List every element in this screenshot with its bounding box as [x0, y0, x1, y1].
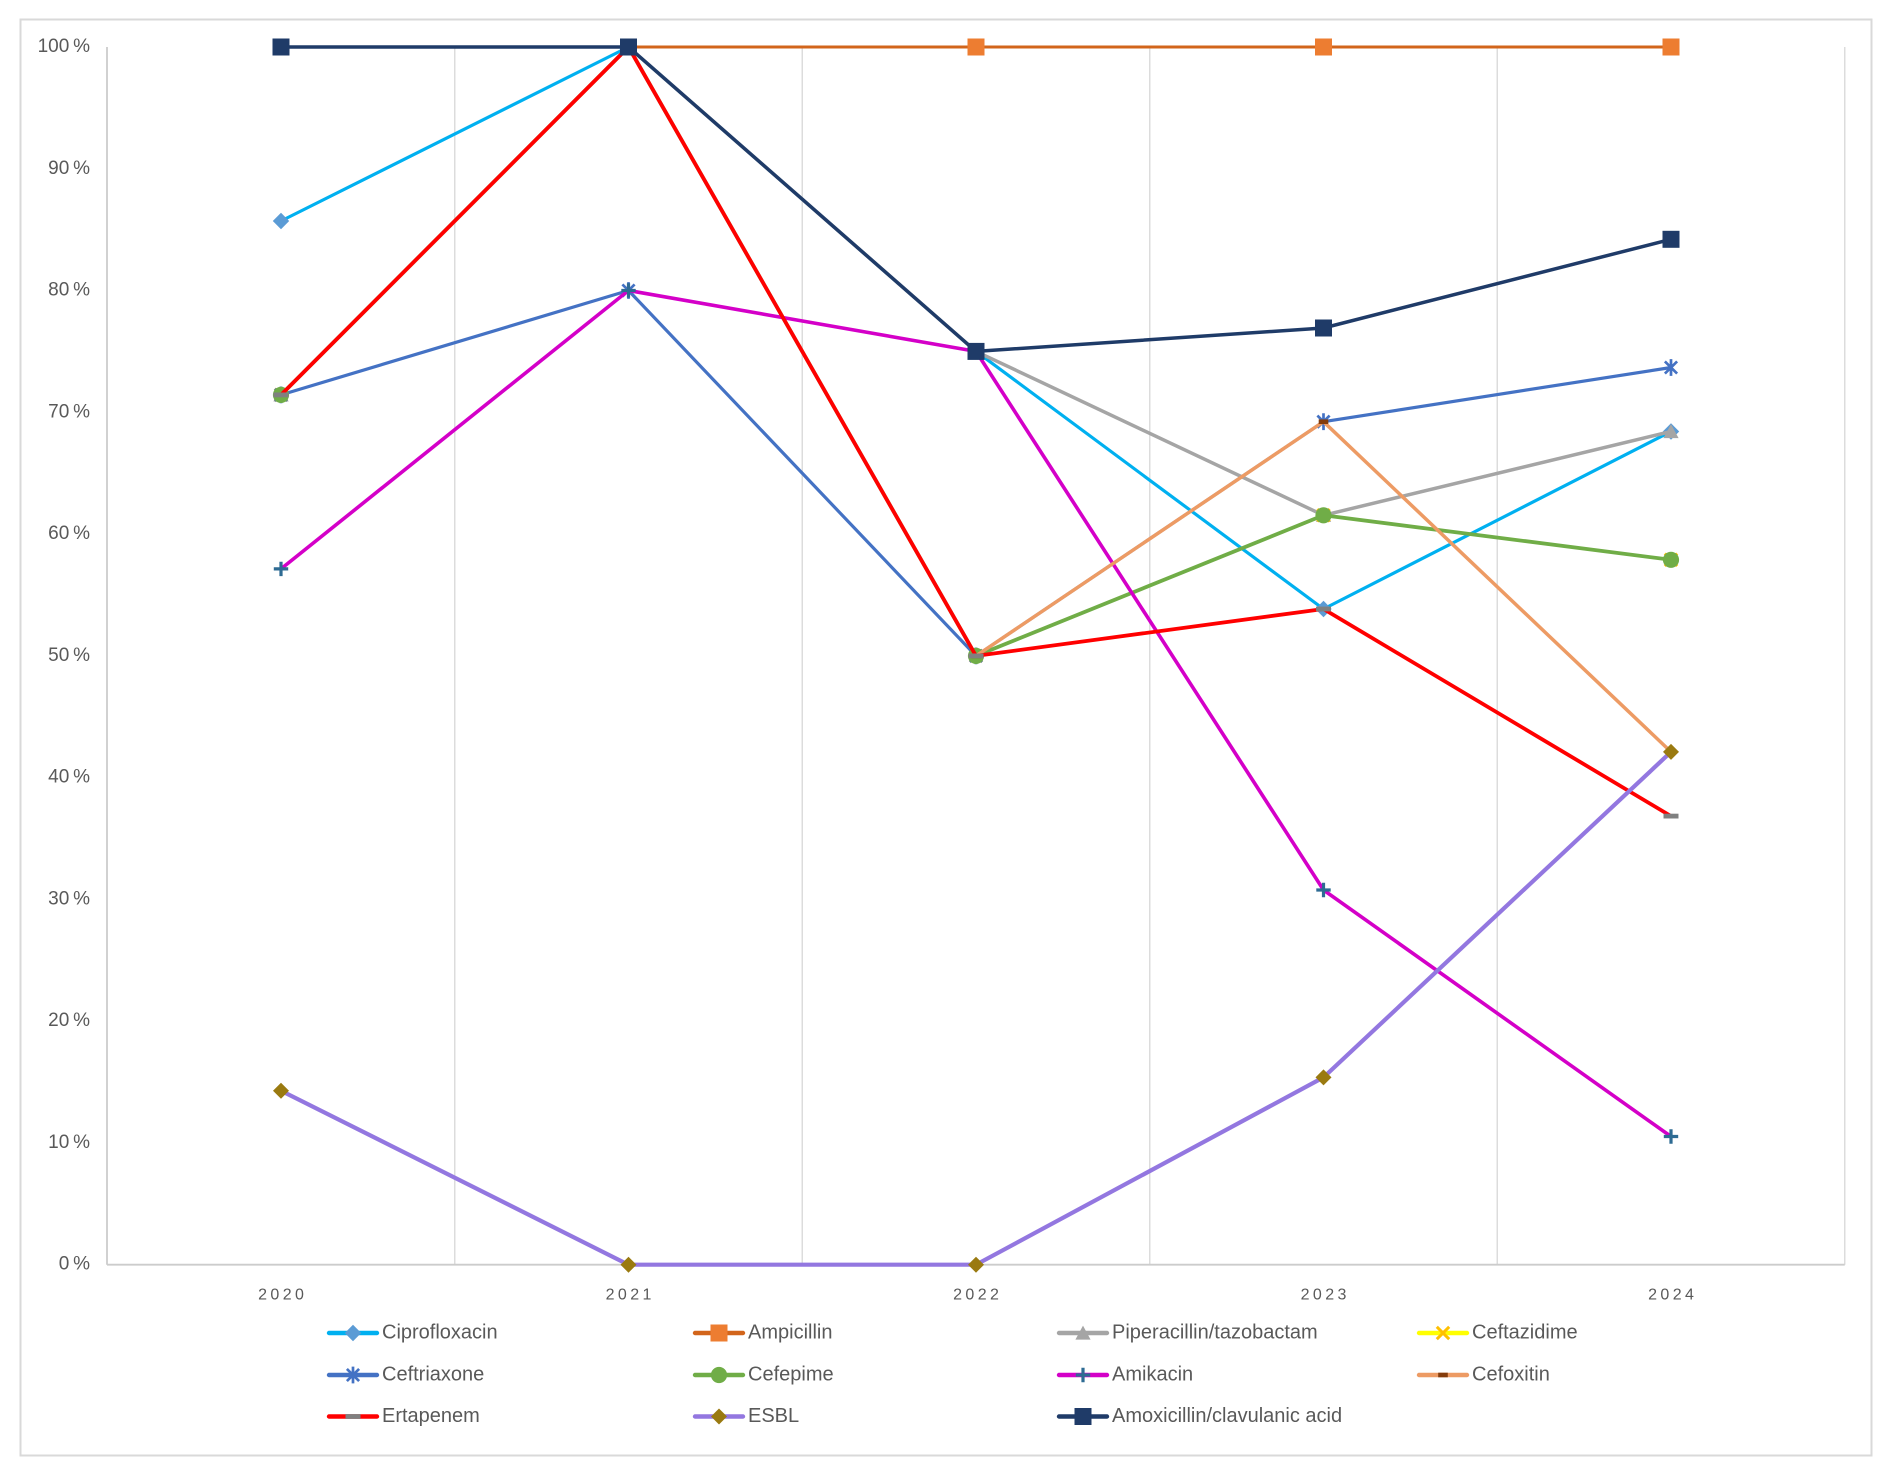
svg-text:2020: 2020: [258, 1287, 307, 1304]
svg-text:2022: 2022: [953, 1287, 1002, 1304]
svg-text:50 %: 50 %: [48, 645, 90, 666]
svg-text:Piperacillin/tazobactam: Piperacillin/tazobactam: [1112, 1322, 1318, 1344]
svg-text:Amoxicillin/clavulanic acid: Amoxicillin/clavulanic acid: [1112, 1405, 1342, 1427]
svg-text:0 %: 0 %: [59, 1254, 90, 1275]
svg-text:40 %: 40 %: [48, 767, 90, 788]
svg-text:90 %: 90 %: [48, 158, 90, 179]
svg-text:2021: 2021: [606, 1287, 655, 1304]
svg-text:20 %: 20 %: [48, 1010, 90, 1031]
svg-text:70 %: 70 %: [48, 401, 90, 422]
svg-text:Cefoxitin: Cefoxitin: [1472, 1364, 1550, 1386]
svg-text:2024: 2024: [1648, 1287, 1697, 1304]
svg-text:60 %: 60 %: [48, 523, 90, 544]
svg-text:Ampicillin: Ampicillin: [748, 1322, 832, 1344]
svg-text:Ciprofloxacin: Ciprofloxacin: [382, 1322, 498, 1344]
svg-text:80 %: 80 %: [48, 280, 90, 301]
svg-text:Ceftriaxone: Ceftriaxone: [382, 1364, 484, 1386]
svg-text:Ertapenem: Ertapenem: [382, 1405, 480, 1427]
svg-text:Cefepime: Cefepime: [748, 1364, 834, 1386]
svg-text:ESBL: ESBL: [748, 1405, 799, 1427]
svg-text:30 %: 30 %: [48, 888, 90, 909]
svg-text:Ceftazidime: Ceftazidime: [1472, 1322, 1578, 1344]
svg-text:10 %: 10 %: [48, 1132, 90, 1153]
svg-text:100 %: 100 %: [38, 36, 91, 57]
svg-text:Amikacin: Amikacin: [1112, 1364, 1193, 1386]
svg-text:2023: 2023: [1301, 1287, 1350, 1304]
